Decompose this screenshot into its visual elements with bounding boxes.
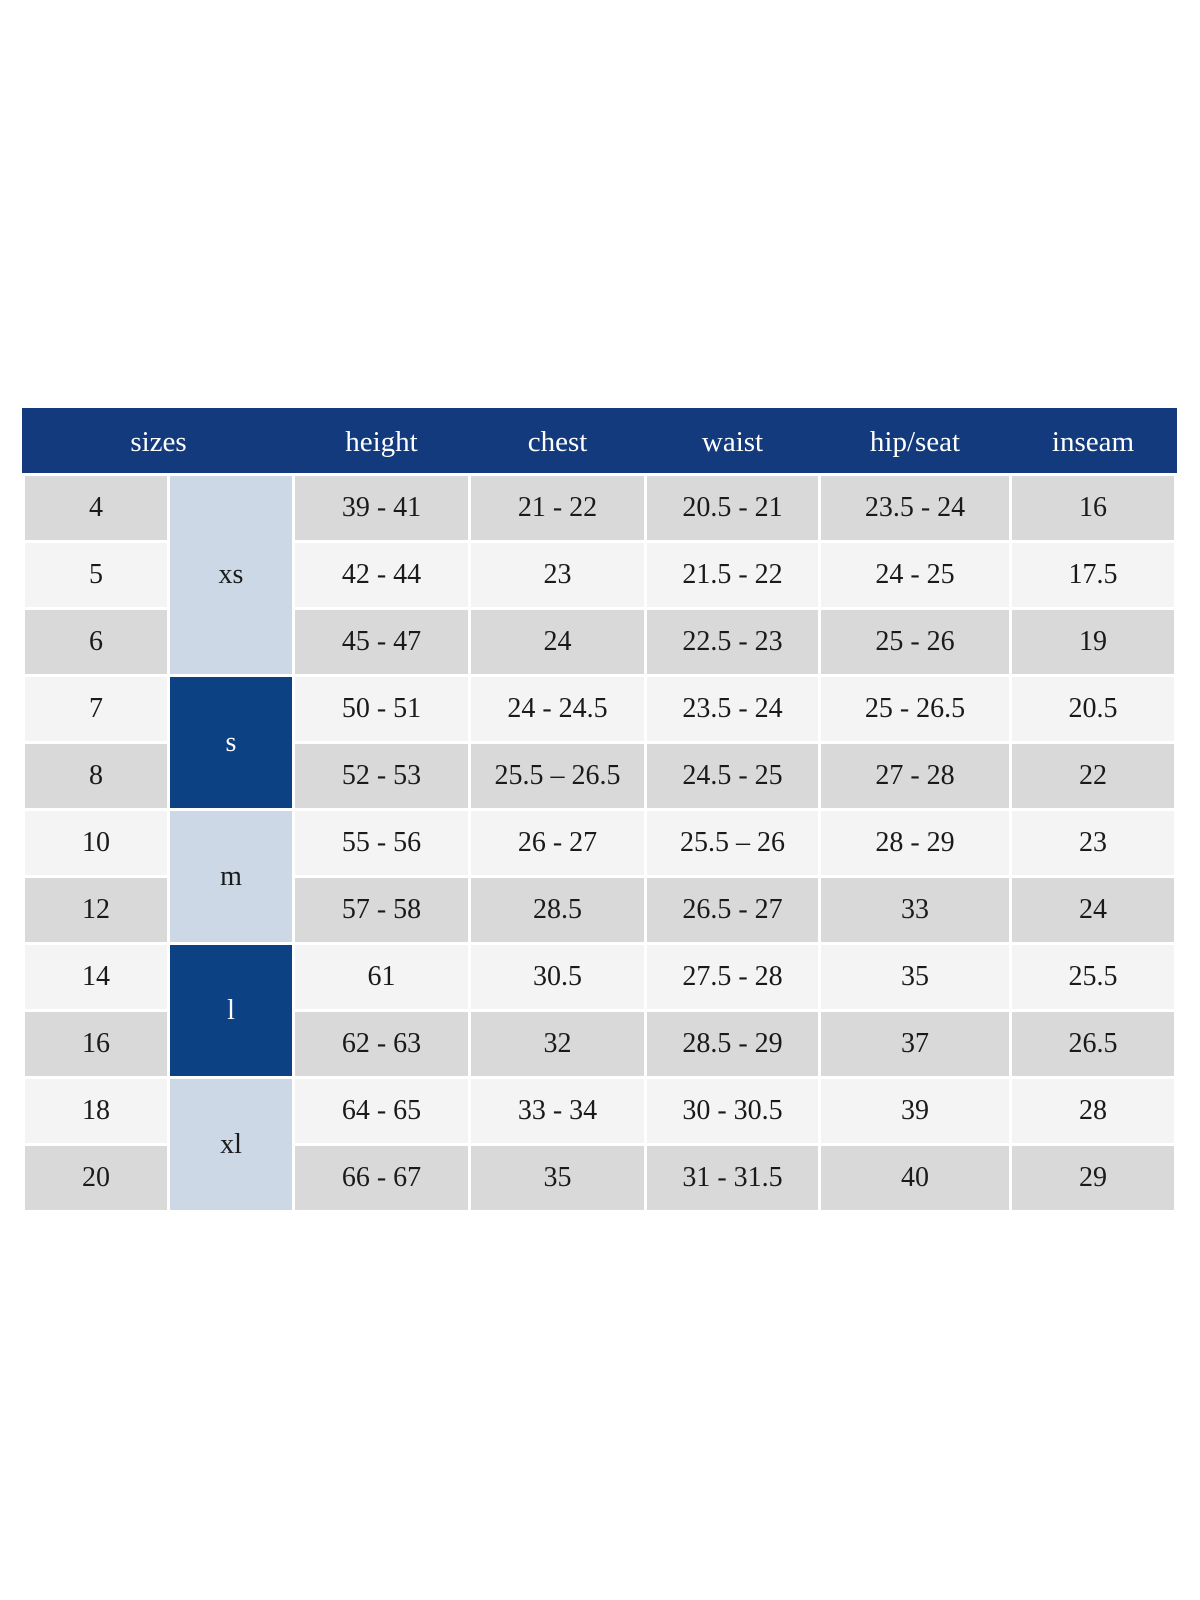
column-header-chest: chest xyxy=(471,411,644,473)
table-row: 16 62 - 63 32 28.5 - 29 37 26.5 xyxy=(25,1012,1174,1076)
chest-cell: 25.5 – 26.5 xyxy=(471,744,644,808)
hip-seat-cell: 40 xyxy=(821,1146,1009,1210)
chest-cell: 33 - 34 xyxy=(471,1079,644,1143)
group-cell-m: m xyxy=(170,811,292,942)
size-cell: 10 xyxy=(25,811,167,875)
chest-cell: 24 - 24.5 xyxy=(471,677,644,741)
inseam-cell: 20.5 xyxy=(1012,677,1174,741)
table-row: 6 45 - 47 24 22.5 - 23 25 - 26 19 xyxy=(25,610,1174,674)
size-cell: 8 xyxy=(25,744,167,808)
height-cell: 55 - 56 xyxy=(295,811,468,875)
chest-cell: 30.5 xyxy=(471,945,644,1009)
column-header-waist: waist xyxy=(647,411,818,473)
waist-cell: 21.5 - 22 xyxy=(647,543,818,607)
inseam-cell: 16 xyxy=(1012,476,1174,540)
hip-seat-cell: 39 xyxy=(821,1079,1009,1143)
hip-seat-cell: 35 xyxy=(821,945,1009,1009)
group-cell-xs: xs xyxy=(170,476,292,674)
hip-seat-cell: 28 - 29 xyxy=(821,811,1009,875)
size-cell: 5 xyxy=(25,543,167,607)
table-row: 4 xs 39 - 41 21 - 22 20.5 - 21 23.5 - 24… xyxy=(25,476,1174,674)
group-cell-s: s xyxy=(170,677,292,808)
table-row: 10 m 55 - 56 26 - 27 25.5 – 26 28 - 29 2… xyxy=(25,811,1174,942)
size-cell: 20 xyxy=(25,1146,167,1210)
waist-cell: 25.5 – 26 xyxy=(647,811,818,875)
waist-cell: 20.5 - 21 xyxy=(647,476,818,540)
height-cell: 61 xyxy=(295,945,468,1009)
inseam-cell: 19 xyxy=(1012,610,1174,674)
chest-cell: 26 - 27 xyxy=(471,811,644,875)
waist-cell: 23.5 - 24 xyxy=(647,677,818,741)
group-cell-xl: xl xyxy=(170,1079,292,1210)
column-header-height: height xyxy=(295,411,468,473)
hip-seat-cell: 25 - 26 xyxy=(821,610,1009,674)
table-row: 20 66 - 67 35 31 - 31.5 40 29 xyxy=(25,1146,1174,1210)
size-cell: 12 xyxy=(25,878,167,942)
hip-seat-cell: 25 - 26.5 xyxy=(821,677,1009,741)
inseam-cell: 29 xyxy=(1012,1146,1174,1210)
height-cell: 52 - 53 xyxy=(295,744,468,808)
table-row: 18 xl 64 - 65 33 - 34 30 - 30.5 39 28 xyxy=(25,1079,1174,1210)
waist-cell: 31 - 31.5 xyxy=(647,1146,818,1210)
size-cell: 4 xyxy=(25,476,167,540)
inseam-cell: 26.5 xyxy=(1012,1012,1174,1076)
height-cell: 39 - 41 xyxy=(295,476,468,540)
size-cell: 7 xyxy=(25,677,167,741)
height-cell: 62 - 63 xyxy=(295,1012,468,1076)
chest-cell: 35 xyxy=(471,1146,644,1210)
hip-seat-cell: 37 xyxy=(821,1012,1009,1076)
chest-cell: 23 xyxy=(471,543,644,607)
table-row: 7 s 50 - 51 24 - 24.5 23.5 - 24 25 - 26.… xyxy=(25,677,1174,808)
waist-cell: 27.5 - 28 xyxy=(647,945,818,1009)
inseam-cell: 17.5 xyxy=(1012,543,1174,607)
hip-seat-cell: 23.5 - 24 xyxy=(821,476,1009,540)
chest-cell: 21 - 22 xyxy=(471,476,644,540)
table-row: 8 52 - 53 25.5 – 26.5 24.5 - 25 27 - 28 … xyxy=(25,744,1174,808)
height-cell: 64 - 65 xyxy=(295,1079,468,1143)
column-header-hip-seat: hip/seat xyxy=(821,411,1009,473)
size-cell: 14 xyxy=(25,945,167,1009)
waist-cell: 28.5 - 29 xyxy=(647,1012,818,1076)
height-cell: 45 - 47 xyxy=(295,610,468,674)
hip-seat-cell: 24 - 25 xyxy=(821,543,1009,607)
table-row: 12 57 - 58 28.5 26.5 - 27 33 24 xyxy=(25,878,1174,942)
inseam-cell: 23 xyxy=(1012,811,1174,875)
waist-cell: 22.5 - 23 xyxy=(647,610,818,674)
height-cell: 50 - 51 xyxy=(295,677,468,741)
hip-seat-cell: 33 xyxy=(821,878,1009,942)
size-cell: 18 xyxy=(25,1079,167,1143)
height-cell: 42 - 44 xyxy=(295,543,468,607)
size-chart-table: sizes height chest waist hip/seat inseam… xyxy=(22,408,1177,1213)
hip-seat-cell: 27 - 28 xyxy=(821,744,1009,808)
column-header-sizes: sizes xyxy=(25,411,292,473)
waist-cell: 24.5 - 25 xyxy=(647,744,818,808)
group-cell-l: l xyxy=(170,945,292,1076)
height-cell: 66 - 67 xyxy=(295,1146,468,1210)
inseam-cell: 24 xyxy=(1012,878,1174,942)
header-row: sizes height chest waist hip/seat inseam xyxy=(25,411,1174,473)
table-row: 5 42 - 44 23 21.5 - 22 24 - 25 17.5 xyxy=(25,543,1174,607)
size-cell: 6 xyxy=(25,610,167,674)
inseam-cell: 22 xyxy=(1012,744,1174,808)
chest-cell: 32 xyxy=(471,1012,644,1076)
waist-cell: 26.5 - 27 xyxy=(647,878,818,942)
inseam-cell: 28 xyxy=(1012,1079,1174,1143)
chest-cell: 28.5 xyxy=(471,878,644,942)
waist-cell: 30 - 30.5 xyxy=(647,1079,818,1143)
inseam-cell: 25.5 xyxy=(1012,945,1174,1009)
height-cell: 57 - 58 xyxy=(295,878,468,942)
table-row: 14 l 61 30.5 27.5 - 28 35 25.5 xyxy=(25,945,1174,1076)
column-header-inseam: inseam xyxy=(1012,411,1174,473)
chest-cell: 24 xyxy=(471,610,644,674)
size-cell: 16 xyxy=(25,1012,167,1076)
